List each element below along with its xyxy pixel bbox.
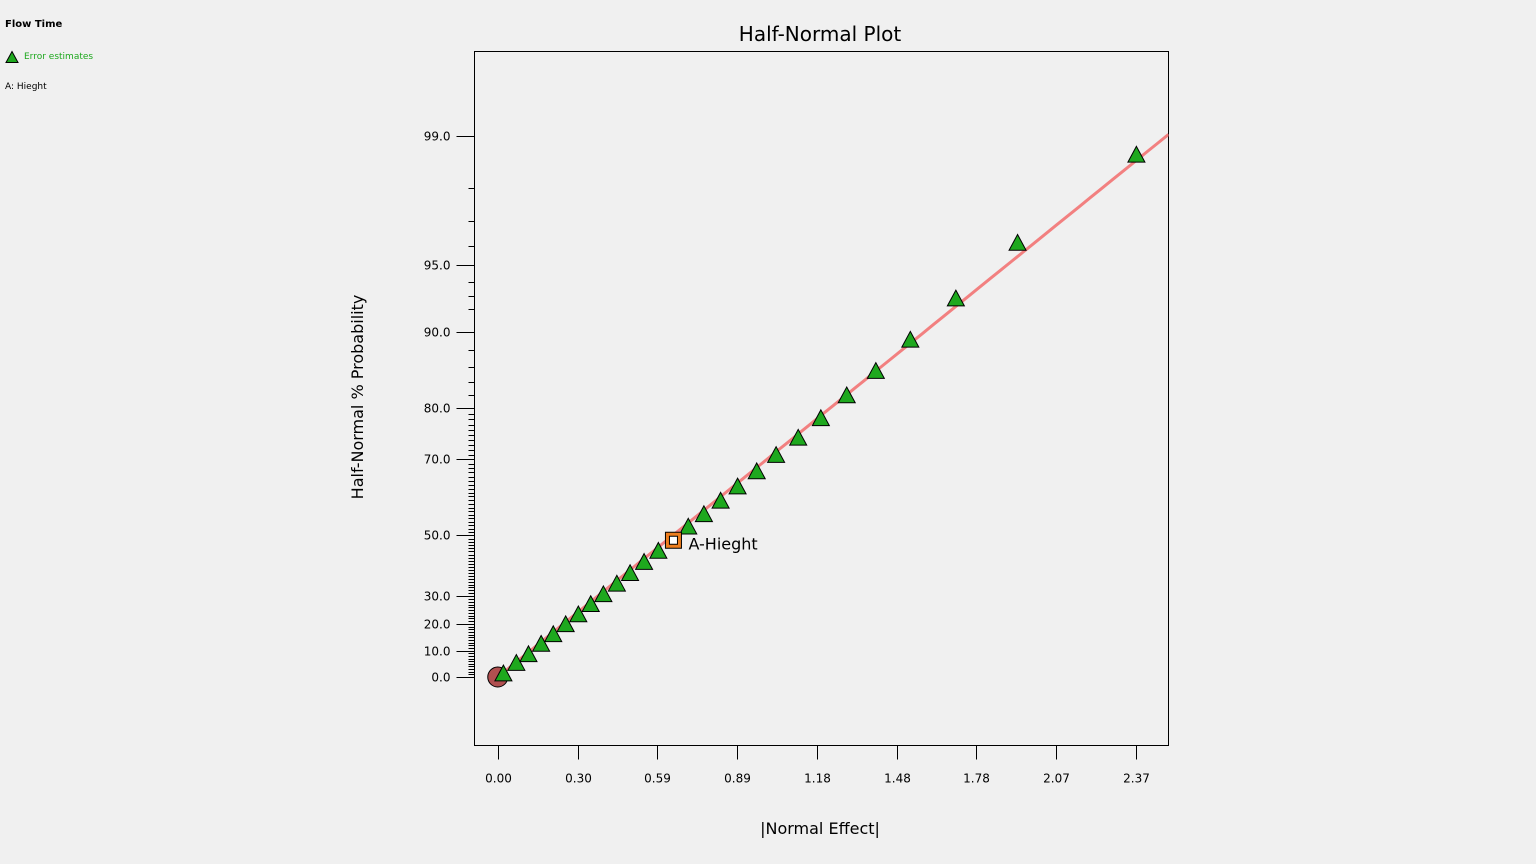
legend-factor: A: Hieght	[5, 82, 47, 92]
error-estimate-point[interactable]	[531, 634, 551, 652]
legend-item-error-estimates[interactable]: Error estimates	[5, 50, 165, 64]
y-tick-label: 30.0	[424, 590, 451, 604]
error-estimate-point[interactable]	[678, 517, 698, 535]
y-minor-ticks	[468, 188, 475, 675]
error-estimate-point[interactable]	[1008, 233, 1027, 251]
error-estimate-point[interactable]	[900, 330, 920, 348]
error-estimate-point[interactable]	[747, 461, 767, 480]
error-estimate-point[interactable]	[649, 541, 668, 559]
x-axis-title: |Normal Effect|	[760, 819, 880, 838]
x-tick-label: 0.30	[565, 772, 592, 786]
y-tick-label: 70.0	[424, 453, 451, 467]
error-estimate-point[interactable]	[581, 594, 601, 613]
y-tick-label: 0.0	[431, 671, 450, 685]
fit-line-group	[496, 133, 1169, 679]
x-tick-label: 1.18	[804, 772, 831, 786]
error-estimate-point[interactable]	[766, 445, 786, 463]
error-estimate-point[interactable]	[946, 289, 966, 307]
chart-title: Half-Normal Plot	[739, 22, 902, 46]
y-tick-label: 95.0	[424, 259, 451, 273]
data-points: A-Hieght	[487, 145, 1146, 688]
x-tick-label: 0.59	[644, 772, 671, 786]
x-tick-label: 2.37	[1123, 772, 1150, 786]
legend-title: Flow Time	[5, 19, 63, 30]
triangle-icon	[5, 50, 19, 63]
error-estimate-point[interactable]	[711, 491, 730, 509]
factor-point-label: A-Hieght	[688, 534, 757, 553]
error-estimate-point[interactable]	[620, 563, 640, 581]
fit-line	[496, 133, 1169, 679]
factor-point-inner	[668, 535, 678, 545]
error-estimate-point[interactable]	[543, 624, 563, 643]
error-estimate-point[interactable]	[568, 604, 588, 623]
y-tick-label: 99.0	[424, 130, 451, 144]
legend: Flow Time Error estimates A: Hieght	[5, 18, 165, 93]
error-estimate-point[interactable]	[694, 504, 714, 523]
y-tick-label: 50.0	[424, 529, 451, 543]
x-axis: 0.00 0.30 0.59 0.89 1.18 1.48 1.78 2.07 2.37	[485, 745, 1150, 786]
error-estimate-point[interactable]	[728, 477, 747, 495]
error-estimate-point[interactable]	[607, 574, 627, 592]
y-tick-label: 90.0	[424, 326, 451, 340]
error-estimate-point[interactable]	[866, 361, 886, 379]
plot-frame	[474, 51, 1169, 746]
error-estimate-point[interactable]	[594, 584, 613, 603]
error-estimate-point[interactable]	[811, 408, 831, 427]
error-estimate-point[interactable]	[788, 428, 808, 446]
y-axis-title: Half-Normal % Probability	[348, 295, 367, 500]
error-estimate-point[interactable]	[507, 653, 526, 671]
x-tick-label: 1.48	[884, 772, 911, 786]
x-tick-label: 1.78	[963, 772, 990, 786]
y-tick-label: 80.0	[424, 402, 451, 416]
error-estimate-point[interactable]	[519, 644, 538, 663]
x-tick-label: 0.89	[724, 772, 751, 786]
legend-item-label: Error estimates	[24, 52, 94, 62]
x-tick-label: 2.07	[1043, 772, 1070, 786]
error-estimate-point[interactable]	[634, 552, 654, 570]
error-estimate-point[interactable]	[1127, 145, 1146, 163]
error-estimate-point[interactable]	[556, 614, 576, 633]
y-tick-label: 10.0	[424, 645, 451, 659]
error-estimate-point[interactable]	[837, 385, 857, 404]
y-axis: 0.0 10.0 20.0 30.0 50.0 70.0 80.0 90.0 95.0 99.0	[424, 130, 475, 685]
y-tick-label: 20.0	[424, 618, 451, 632]
error-estimate-point[interactable]	[494, 664, 513, 682]
x-tick-label: 0.00	[485, 772, 512, 786]
